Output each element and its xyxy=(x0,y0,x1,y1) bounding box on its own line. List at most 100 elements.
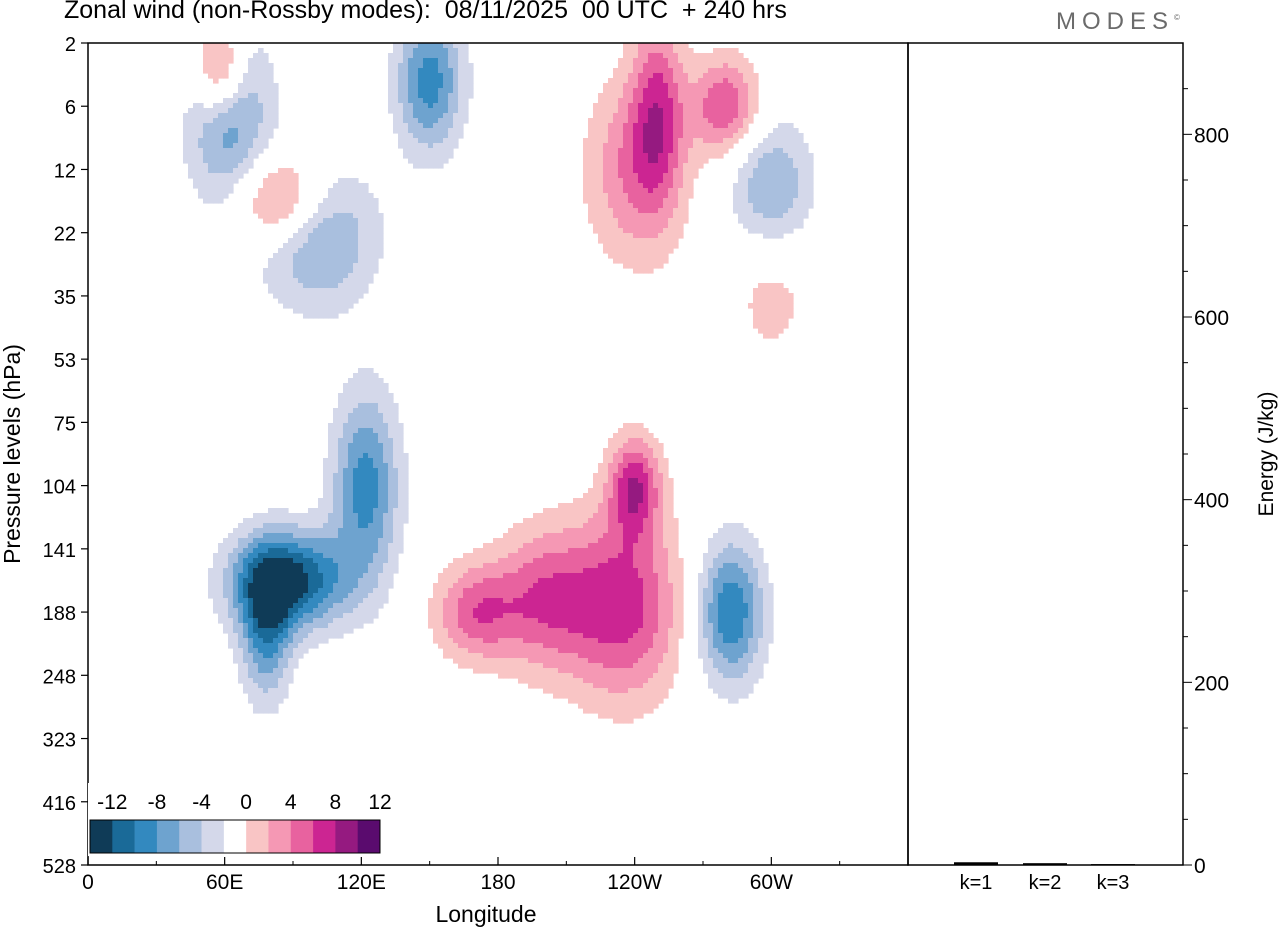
field-cell xyxy=(193,158,199,164)
field-cell xyxy=(753,78,759,84)
field-cell xyxy=(618,598,624,604)
field-cell xyxy=(443,98,449,104)
field-cell xyxy=(663,568,669,574)
field-cell xyxy=(593,513,599,519)
field-cell xyxy=(208,143,214,149)
field-cell xyxy=(358,493,364,499)
field-cell xyxy=(668,203,674,209)
field-cell xyxy=(328,288,334,294)
field-cell xyxy=(443,158,449,164)
field-cell xyxy=(228,58,234,64)
field-cell xyxy=(183,128,189,134)
field-cell xyxy=(378,603,384,609)
field-cell xyxy=(758,168,764,174)
field-cell xyxy=(643,143,649,149)
field-cell xyxy=(603,468,609,474)
field-cell xyxy=(318,213,324,219)
field-cell xyxy=(538,588,544,594)
field-cell xyxy=(763,563,769,569)
field-cell xyxy=(583,143,589,149)
field-cell xyxy=(463,593,469,599)
field-cell xyxy=(393,83,399,89)
field-cell xyxy=(628,93,634,99)
field-cell xyxy=(288,603,294,609)
field-cell xyxy=(558,533,564,539)
field-cell xyxy=(638,98,644,104)
field-cell xyxy=(708,138,714,144)
field-cell xyxy=(228,113,234,119)
field-cell xyxy=(653,248,659,254)
field-cell xyxy=(243,528,249,534)
field-cell xyxy=(633,128,639,134)
field-cell xyxy=(563,503,569,509)
field-cell xyxy=(563,543,569,549)
field-cell xyxy=(268,518,274,524)
field-cell xyxy=(743,93,749,99)
field-cell xyxy=(568,513,574,519)
field-cell xyxy=(638,178,644,184)
field-cell xyxy=(383,463,389,469)
field-cell xyxy=(778,208,784,214)
field-cell xyxy=(733,588,739,594)
field-cell xyxy=(573,548,579,554)
field-cell xyxy=(668,138,674,144)
field-cell xyxy=(633,563,639,569)
field-cell xyxy=(443,53,449,59)
field-cell xyxy=(753,198,759,204)
field-cell xyxy=(588,143,594,149)
field-cell xyxy=(628,493,634,499)
field-cell xyxy=(458,88,464,94)
field-cell xyxy=(763,188,769,194)
field-cell xyxy=(278,553,284,559)
field-cell xyxy=(658,478,664,484)
field-cell xyxy=(683,168,689,174)
field-cell xyxy=(633,468,639,474)
field-cell xyxy=(533,553,539,559)
field-cell xyxy=(353,413,359,419)
field-cell xyxy=(328,543,334,549)
field-cell xyxy=(403,148,409,154)
field-cell xyxy=(423,123,429,129)
field-cell xyxy=(438,593,444,599)
field-cell xyxy=(508,588,514,594)
field-cell xyxy=(413,88,419,94)
field-cell xyxy=(258,583,264,589)
field-cell xyxy=(448,98,454,104)
field-cell xyxy=(263,63,269,69)
field-cell xyxy=(673,573,679,579)
field-cell xyxy=(638,208,644,214)
field-cell xyxy=(423,73,429,79)
field-cell xyxy=(608,238,614,244)
field-cell xyxy=(613,168,619,174)
field-cell xyxy=(568,543,574,549)
field-cell xyxy=(578,593,584,599)
field-cell xyxy=(633,458,639,464)
field-cell xyxy=(208,118,214,124)
field-cell xyxy=(363,243,369,249)
field-cell xyxy=(428,48,434,54)
field-cell xyxy=(528,528,534,534)
field-cell xyxy=(383,428,389,434)
field-cell xyxy=(318,598,324,604)
field-cell xyxy=(718,538,724,544)
field-cell xyxy=(628,483,634,489)
field-cell xyxy=(653,223,659,229)
field-cell xyxy=(668,78,674,84)
field-cell xyxy=(348,533,354,539)
field-cell xyxy=(353,598,359,604)
field-cell xyxy=(663,188,669,194)
field-cell xyxy=(363,183,369,189)
field-cell xyxy=(623,233,629,239)
field-cell xyxy=(653,88,659,94)
field-cell xyxy=(773,138,779,144)
field-cell xyxy=(633,463,639,469)
field-cell xyxy=(268,553,274,559)
field-cell xyxy=(583,148,589,154)
field-cell xyxy=(393,98,399,104)
field-cell xyxy=(268,118,274,124)
field-cell xyxy=(693,58,699,64)
field-cell xyxy=(363,503,369,509)
field-cell xyxy=(598,143,604,149)
field-cell xyxy=(248,98,254,104)
field-cell xyxy=(538,543,544,549)
